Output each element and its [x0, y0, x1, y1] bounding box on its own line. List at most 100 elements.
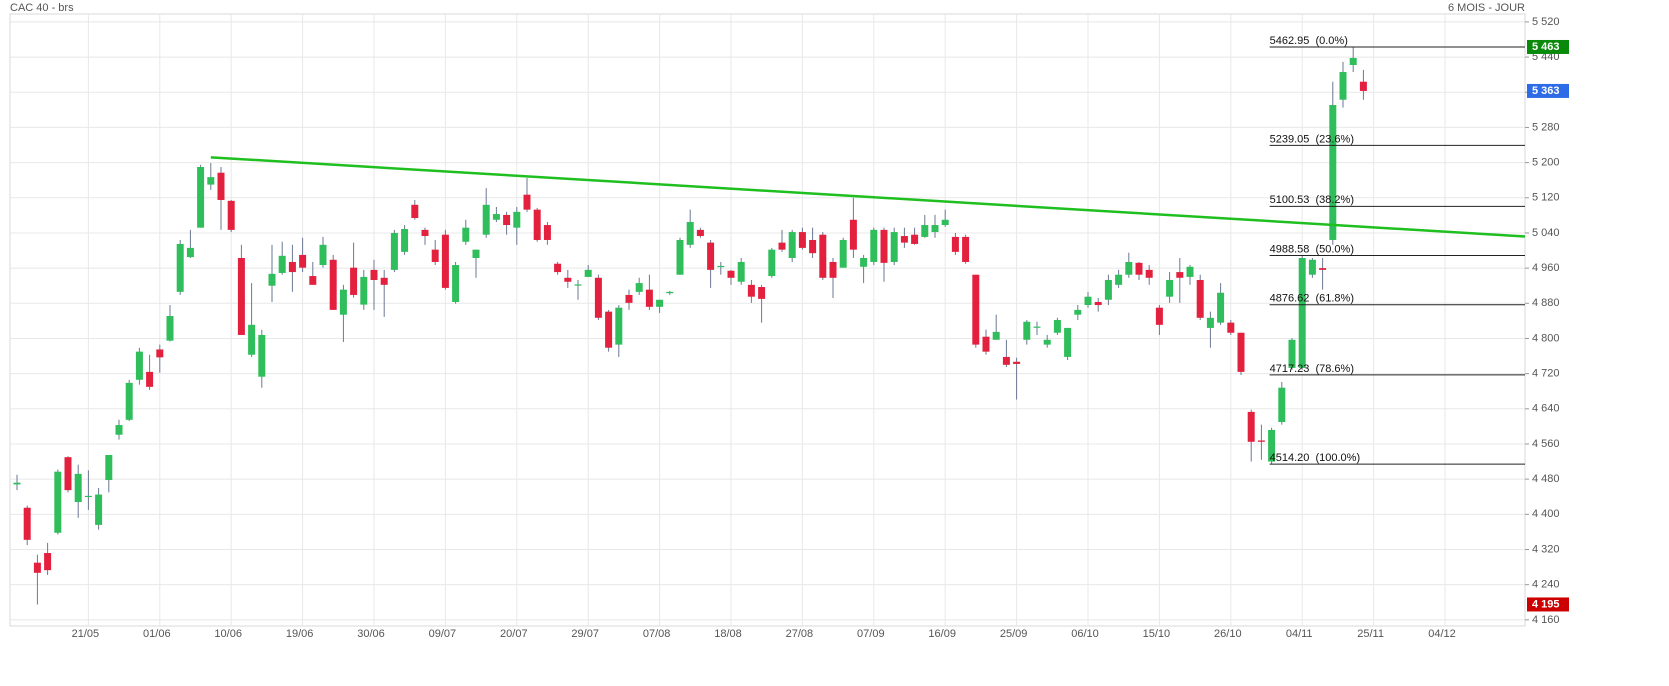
- candle-body: [1023, 321, 1031, 340]
- candle-body: [1084, 296, 1092, 306]
- candle-body: [1206, 317, 1214, 328]
- candle-body: [778, 242, 786, 250]
- candle-body: [788, 232, 796, 259]
- candle-body: [1145, 269, 1153, 278]
- candle-body: [982, 336, 990, 352]
- x-tick-label: 07/09: [857, 628, 885, 640]
- candle-body: [900, 236, 908, 243]
- candle-body: [941, 219, 949, 226]
- candle-body: [605, 311, 613, 348]
- y-tick-label: 5 520: [1532, 16, 1560, 28]
- candle-body: [105, 454, 113, 481]
- candle-body: [992, 331, 1000, 340]
- candle-body: [819, 234, 827, 278]
- candle-body: [656, 299, 664, 307]
- candle-body: [135, 351, 143, 380]
- y-tick-label: 5 120: [1532, 192, 1560, 204]
- price-badge: [1527, 597, 1569, 612]
- candle-body: [1166, 279, 1174, 297]
- fib-label: 5100.53 (38.2%): [1270, 194, 1354, 206]
- price-badge-label: 4 195: [1532, 598, 1560, 610]
- candle-body: [533, 209, 541, 240]
- y-tick-label: 5 280: [1532, 121, 1560, 133]
- candle-body: [503, 214, 511, 226]
- x-tick-label: 27/08: [786, 628, 814, 640]
- candle-body: [962, 236, 970, 262]
- candle-body: [421, 229, 429, 237]
- y-tick-label: 5 040: [1532, 227, 1560, 239]
- candle-body: [1329, 105, 1337, 240]
- candle-body: [176, 243, 184, 292]
- candle-body: [95, 494, 103, 525]
- candle-body: [370, 269, 378, 280]
- candle-body: [227, 200, 235, 230]
- candle-body: [666, 291, 674, 294]
- candle-body: [686, 221, 694, 245]
- candle-body: [1217, 292, 1225, 323]
- candle-body: [186, 247, 194, 258]
- chart-subtitle: 6 MOIS - JOUR: [1448, 2, 1525, 14]
- candle-body: [798, 232, 806, 248]
- candle-body: [146, 371, 154, 387]
- candle-body: [197, 167, 205, 228]
- candle-body: [635, 283, 643, 292]
- candle-body: [1074, 309, 1082, 315]
- candle-body: [166, 316, 174, 341]
- candle-body: [972, 274, 980, 345]
- candle-body: [217, 172, 225, 200]
- candle-body: [1033, 326, 1041, 328]
- candle-body: [329, 259, 337, 310]
- candle-body: [309, 276, 317, 285]
- candle-body: [1043, 339, 1051, 345]
- candle-body: [64, 457, 72, 491]
- candle-body: [513, 211, 521, 228]
- candle-body: [1319, 268, 1327, 270]
- candle-body: [523, 194, 531, 210]
- candle-body: [880, 229, 888, 263]
- candle-body: [1064, 327, 1072, 357]
- candle-body: [1288, 339, 1296, 368]
- candle-body: [717, 265, 725, 268]
- candle-body: [411, 204, 419, 218]
- candle-body: [278, 255, 286, 273]
- candle-body: [1094, 301, 1102, 306]
- fib-label: 5239.05 (23.6%): [1270, 133, 1354, 145]
- candle-body: [441, 234, 449, 288]
- candle-body: [268, 273, 276, 286]
- candle-body: [758, 287, 766, 299]
- candle-body: [207, 177, 215, 185]
- candle-body: [584, 269, 592, 277]
- candle-body: [747, 284, 755, 297]
- x-tick-label: 10/06: [214, 628, 242, 640]
- fib-label: 4717.23 (78.6%): [1270, 363, 1354, 375]
- candle-body: [543, 225, 551, 240]
- candle-body: [870, 229, 878, 262]
- price-badge: [1527, 83, 1569, 98]
- candle-body: [482, 204, 490, 235]
- candle-body: [492, 214, 500, 220]
- candle-body: [1298, 258, 1306, 368]
- y-tick-label: 4 800: [1532, 332, 1560, 344]
- trendline: [210, 156, 1526, 238]
- x-tick-label: 07/08: [643, 628, 671, 640]
- candle-body: [339, 289, 347, 315]
- candle-body: [1247, 411, 1255, 442]
- candle-body: [594, 277, 602, 318]
- x-tick-label: 04/11: [1286, 628, 1313, 640]
- x-tick-label: 25/09: [1000, 628, 1028, 640]
- fib-label: 4988.58 (50.0%): [1270, 243, 1354, 255]
- x-tick-label: 26/10: [1214, 628, 1242, 640]
- y-tick-label: 4 960: [1532, 262, 1560, 274]
- candle-body: [299, 254, 307, 268]
- candle-body: [574, 284, 582, 286]
- candle-body: [380, 277, 388, 285]
- candle-body: [921, 225, 929, 237]
- x-tick-label: 19/06: [286, 628, 314, 640]
- y-tick-label: 4 640: [1532, 403, 1560, 415]
- candle-body: [1359, 81, 1367, 91]
- candle-body: [1135, 262, 1143, 275]
- candle-body: [707, 242, 715, 270]
- x-tick-label: 30/06: [357, 628, 385, 640]
- candle-body: [849, 219, 857, 250]
